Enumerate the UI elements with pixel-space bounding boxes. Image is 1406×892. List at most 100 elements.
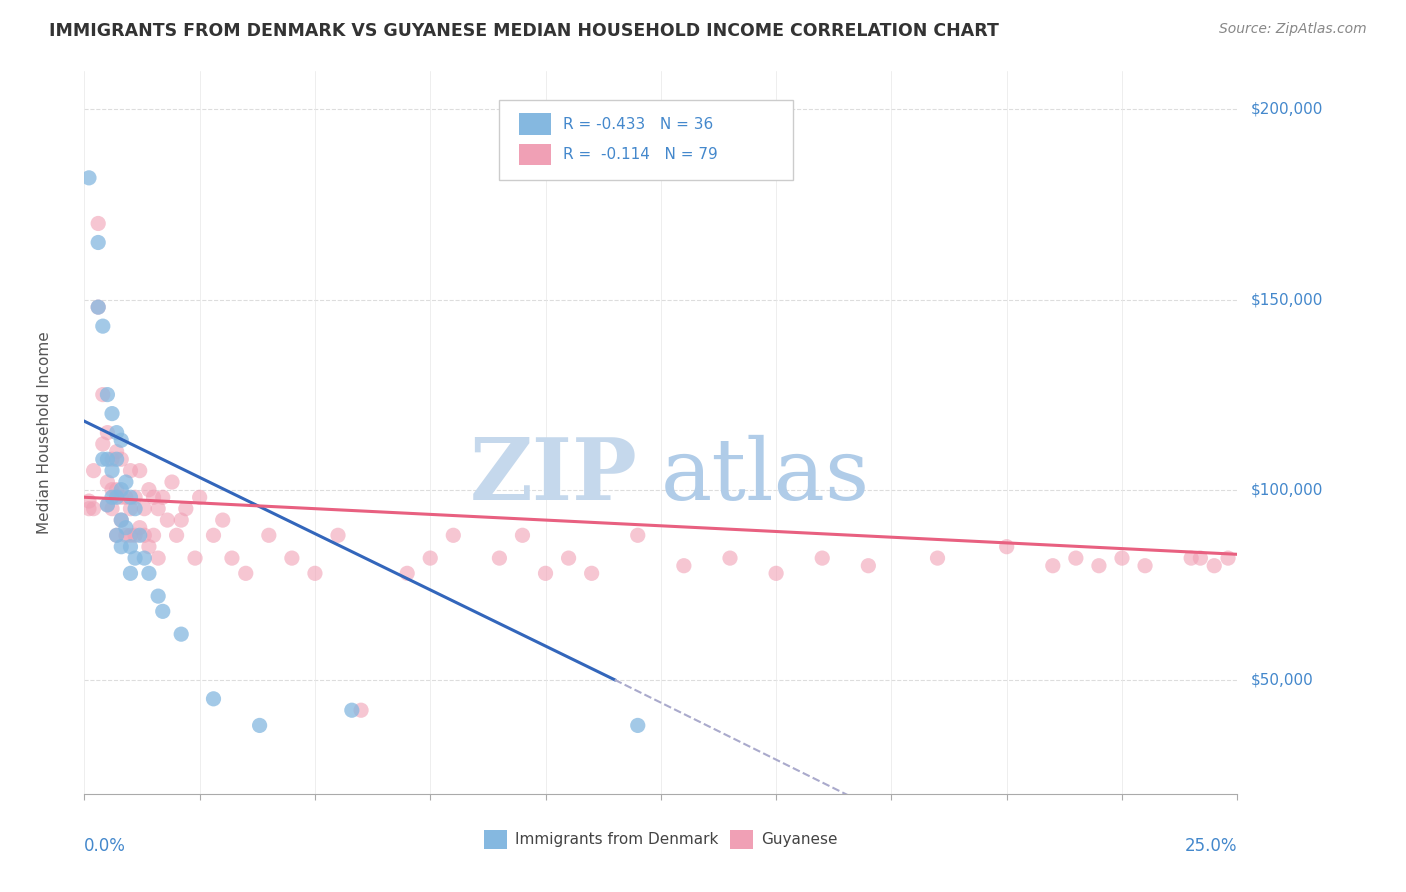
Point — [101, 407, 124, 421]
Point — [350, 703, 373, 717]
Point — [110, 452, 132, 467]
Point — [124, 551, 146, 566]
Point — [557, 551, 579, 566]
Point — [110, 490, 132, 504]
Point — [96, 475, 118, 489]
Point — [115, 528, 138, 542]
Point — [128, 464, 150, 478]
Point — [170, 627, 193, 641]
Point — [134, 501, 156, 516]
Point — [91, 452, 114, 467]
Point — [396, 566, 419, 581]
Point — [627, 528, 650, 542]
Point — [174, 501, 197, 516]
Point — [96, 498, 118, 512]
Point — [166, 528, 188, 542]
Point — [91, 319, 114, 334]
Point — [184, 551, 207, 566]
Point — [1204, 558, 1226, 573]
Point — [77, 501, 100, 516]
Point — [146, 551, 169, 566]
Point — [101, 483, 124, 497]
Text: $100,000: $100,000 — [1251, 483, 1323, 497]
Point — [170, 513, 193, 527]
Point — [858, 558, 880, 573]
Point — [87, 217, 110, 231]
Point — [1133, 558, 1156, 573]
Point — [87, 300, 110, 314]
FancyBboxPatch shape — [499, 100, 793, 180]
Point — [235, 566, 257, 581]
Point — [105, 425, 128, 440]
Text: $50,000: $50,000 — [1251, 673, 1313, 688]
Point — [718, 551, 741, 566]
Point — [211, 513, 233, 527]
Point — [105, 528, 128, 542]
Point — [441, 528, 464, 542]
Point — [110, 483, 132, 497]
Point — [124, 501, 146, 516]
Point — [134, 551, 156, 566]
Text: Median Household Income: Median Household Income — [37, 331, 52, 534]
Point — [1088, 558, 1111, 573]
Text: R =  -0.114   N = 79: R = -0.114 N = 79 — [562, 147, 717, 162]
Point — [128, 521, 150, 535]
Point — [120, 464, 142, 478]
Point — [124, 528, 146, 542]
Point — [120, 490, 142, 504]
Point — [995, 540, 1018, 554]
Point — [765, 566, 787, 581]
Point — [581, 566, 603, 581]
Point — [202, 528, 225, 542]
Point — [160, 475, 183, 489]
Point — [1042, 558, 1064, 573]
Point — [115, 490, 138, 504]
Point — [115, 521, 138, 535]
Text: Source: ZipAtlas.com: Source: ZipAtlas.com — [1219, 22, 1367, 37]
Point — [96, 387, 118, 401]
Point — [96, 452, 118, 467]
Text: 0.0%: 0.0% — [84, 838, 127, 855]
Point — [1216, 551, 1239, 566]
Point — [87, 300, 110, 314]
Point — [96, 425, 118, 440]
Point — [419, 551, 441, 566]
Point — [83, 501, 105, 516]
Point — [134, 528, 156, 542]
Point — [534, 566, 557, 581]
Point — [91, 437, 114, 451]
Point — [627, 718, 650, 732]
Point — [221, 551, 243, 566]
Point — [188, 490, 211, 504]
Point — [257, 528, 280, 542]
Text: $200,000: $200,000 — [1251, 102, 1323, 117]
Point — [124, 490, 146, 504]
Text: R = -0.433   N = 36: R = -0.433 N = 36 — [562, 117, 713, 132]
Point — [101, 490, 124, 504]
Point — [105, 452, 128, 467]
Point — [101, 464, 124, 478]
Text: IMMIGRANTS FROM DENMARK VS GUYANESE MEDIAN HOUSEHOLD INCOME CORRELATION CHART: IMMIGRANTS FROM DENMARK VS GUYANESE MEDI… — [49, 22, 1000, 40]
Point — [142, 528, 165, 542]
Point — [115, 475, 138, 489]
Point — [110, 513, 132, 527]
Point — [105, 528, 128, 542]
Point — [105, 483, 128, 497]
Point — [83, 464, 105, 478]
Point — [138, 483, 160, 497]
Point — [281, 551, 304, 566]
Point — [120, 528, 142, 542]
Point — [1189, 551, 1212, 566]
Point — [105, 444, 128, 458]
Point — [77, 494, 100, 508]
Point — [87, 235, 110, 250]
Text: 25.0%: 25.0% — [1185, 838, 1237, 855]
Point — [249, 718, 271, 732]
Point — [120, 566, 142, 581]
Point — [152, 490, 174, 504]
Point — [304, 566, 326, 581]
Point — [110, 540, 132, 554]
Point — [672, 558, 695, 573]
Point — [105, 490, 128, 504]
Point — [128, 528, 150, 542]
